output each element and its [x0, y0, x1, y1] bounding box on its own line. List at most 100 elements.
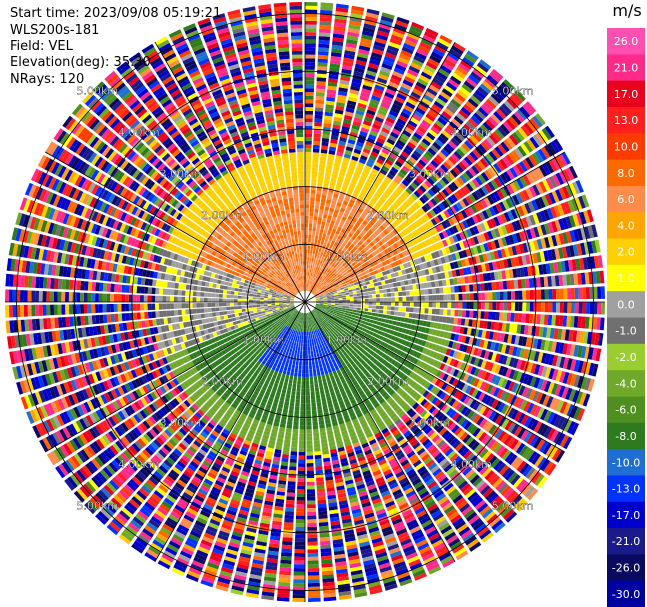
range-gate	[482, 80, 494, 91]
range-gate	[305, 155, 312, 160]
range-gate	[326, 195, 332, 201]
range-gate	[339, 168, 347, 174]
range-gate	[311, 234, 315, 239]
range-gate	[367, 158, 375, 165]
range-gate	[313, 282, 316, 286]
range-gate	[500, 173, 509, 184]
range-gate	[402, 302, 407, 307]
range-gate	[305, 174, 311, 179]
range-gate	[307, 287, 309, 292]
range-gate	[387, 297, 392, 302]
range-gate	[320, 268, 324, 273]
range-gate	[301, 391, 305, 396]
range-gate	[486, 219, 494, 229]
range-gate	[493, 177, 502, 188]
range-gate	[309, 257, 312, 262]
range-gate	[325, 267, 329, 272]
range-gate	[567, 288, 572, 300]
range-gate	[517, 145, 527, 157]
range-gate	[337, 281, 342, 285]
range-gate	[343, 212, 349, 218]
range-gate	[325, 258, 329, 263]
range-gate	[529, 170, 538, 183]
range-gate	[307, 493, 316, 497]
range-gate	[555, 172, 565, 185]
range-gate	[491, 131, 502, 142]
range-gate	[292, 598, 305, 602]
range-gate	[480, 124, 490, 135]
range-gate	[443, 302, 448, 308]
range-gate	[436, 71, 448, 81]
range-gate	[299, 433, 305, 437]
range-gate	[291, 387, 296, 392]
range-gate	[307, 283, 309, 288]
range-gate	[454, 213, 462, 223]
range-gate	[314, 208, 319, 213]
range-gate	[383, 265, 389, 271]
range-gate	[313, 286, 316, 290]
range-gate	[306, 485, 315, 490]
range-gate	[497, 143, 507, 155]
range-gate	[325, 246, 329, 251]
range-gate	[314, 254, 318, 259]
range-gate	[354, 318, 359, 322]
range-gate	[483, 221, 490, 231]
range-gate	[516, 178, 525, 190]
range-gate	[311, 273, 314, 277]
range-gate	[508, 116, 519, 128]
range-gate	[320, 288, 324, 292]
range-gate	[324, 172, 331, 177]
range-gate	[360, 155, 368, 161]
range-gate	[432, 207, 440, 215]
range-gate	[441, 200, 449, 209]
range-gate	[324, 288, 329, 292]
range-gate	[348, 289, 353, 293]
range-gate	[349, 20, 362, 27]
range-gate	[424, 289, 429, 295]
range-gate	[370, 127, 380, 134]
range-gate	[310, 193, 316, 198]
range-gate	[364, 298, 369, 302]
range-gate	[292, 432, 299, 437]
range-gate	[325, 276, 329, 281]
range-gate	[314, 345, 318, 350]
range-gate	[430, 281, 436, 288]
range-gate	[306, 421, 312, 426]
range-gate	[335, 300, 339, 302]
range-gate	[393, 146, 402, 154]
range-gate	[413, 55, 426, 64]
range-gate	[341, 216, 347, 222]
range-gate	[331, 200, 337, 206]
range-gate	[374, 243, 381, 249]
range-gate	[469, 151, 479, 161]
range-gate	[316, 481, 325, 486]
range-gate	[512, 165, 522, 176]
range-gate	[299, 429, 305, 434]
range-gate	[347, 31, 360, 38]
range-gate	[288, 363, 292, 368]
range-gate	[421, 182, 430, 191]
range-gate	[307, 346, 311, 351]
range-gate	[294, 372, 298, 377]
range-gate	[316, 275, 320, 280]
range-gate	[319, 17, 332, 22]
range-gate	[353, 148, 362, 155]
range-gate	[325, 104, 334, 110]
range-gate	[511, 113, 522, 126]
range-gate	[293, 568, 305, 572]
range-gate	[352, 312, 357, 316]
range-gate	[386, 138, 396, 146]
range-gate	[300, 406, 305, 411]
range-gate	[499, 187, 508, 198]
range-gate	[298, 459, 305, 464]
range-gate	[408, 285, 413, 290]
range-gate	[495, 281, 500, 290]
range-gate	[290, 447, 298, 452]
range-gate	[331, 173, 338, 179]
range-gate	[282, 408, 288, 414]
range-gate	[344, 221, 350, 227]
range-gate	[418, 159, 427, 167]
range-gate	[498, 201, 507, 212]
range-gate	[532, 184, 541, 196]
range-gate	[300, 350, 303, 355]
